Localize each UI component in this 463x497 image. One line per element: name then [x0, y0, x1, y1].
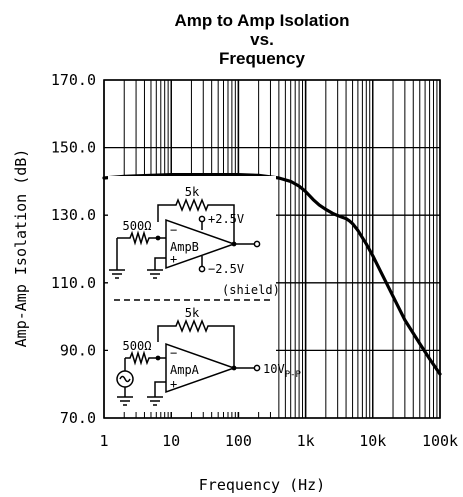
x-tick-label: 1: [99, 432, 108, 450]
chart-title: Amp to Amp Isolation vs. Frequency: [174, 11, 349, 68]
amp-a-output-sub: P-P: [285, 370, 302, 380]
amp-a-source-ground-icon: [117, 396, 133, 406]
title-line-2: vs.: [250, 30, 274, 49]
shield-label: (shield): [222, 283, 280, 297]
amp-b-circuit: [109, 197, 261, 279]
x-tick-label: 100k: [422, 432, 458, 450]
schematic: 5k 500Ω − + AmpB +2.5V −2.5V (shield) 5k: [108, 176, 302, 412]
amp-b-neg-supply-label: −2.5V: [208, 262, 244, 276]
amp-b-feedback-resistor: [157, 197, 235, 244]
amp-a-plus: +: [170, 377, 177, 391]
y-tick-label: 150.0: [51, 139, 96, 157]
amp-b-triangle: [165, 218, 237, 270]
y-tick-label: 90.0: [60, 341, 96, 359]
y-tick-label: 170.0: [51, 71, 96, 89]
amp-b-input-resistor: [117, 230, 166, 246]
amp-b-input-ground-icon: [109, 269, 125, 279]
amp-a-output-main: 10V: [263, 362, 285, 376]
x-tick-label: 10k: [359, 432, 386, 450]
amp-a-plus-ground-icon: [147, 396, 163, 406]
amp-b-neg-supply-terminal: [198, 265, 206, 273]
amp-b-output-terminal: [253, 240, 261, 248]
sine-wave-icon: [119, 375, 131, 383]
amp-b-label: AmpB: [170, 240, 199, 254]
amp-a-input-label: 500Ω: [123, 339, 152, 353]
amp-a-label: AmpA: [170, 363, 200, 377]
amp-a-feedback-node: [155, 355, 161, 361]
amp-b-output-node: [231, 241, 237, 247]
x-tick-label: 10: [162, 432, 180, 450]
plot-frame: [103, 79, 441, 419]
y-tick-label: 110.0: [51, 274, 96, 292]
amp-b-feedback-node: [155, 235, 161, 241]
title-line-3: Frequency: [219, 49, 306, 68]
series: [102, 173, 442, 376]
x-tick-label: 100: [225, 432, 252, 450]
y-tick-label: 70.0: [60, 409, 96, 427]
schematic-background: [108, 176, 276, 412]
amp-a-output-label: 10VP-P: [263, 362, 302, 380]
title-line-1: Amp to Amp Isolation: [174, 11, 349, 30]
amp-b-feedback-label: 5k: [185, 185, 200, 199]
amp-a-input-resistor: [125, 350, 166, 366]
amp-b-plus-wire: [154, 257, 166, 270]
amp-a-output-node: [231, 365, 237, 371]
amp-a-feedback-resistor: [157, 318, 235, 368]
amp-b-minus: −: [170, 223, 177, 237]
amp-b-input-label: 500Ω: [123, 219, 152, 233]
amp-b-pos-supply-label: +2.5V: [208, 212, 244, 226]
y-axis-label: Amp-Amp Isolation (dB): [12, 149, 30, 348]
amp-b-plus-ground-icon: [147, 269, 163, 279]
amp-a-output-terminal: [253, 364, 261, 372]
amp-a-feedback-label: 5k: [185, 306, 200, 320]
tick-labels: 170.0 150.0 130.0 110.0 90.0 70.01 10 100 1k 10k 1…: [51, 71, 458, 450]
amp-b-plus: +: [170, 252, 177, 266]
x-axis-label: Frequency (Hz): [199, 476, 325, 494]
amp-b-pos-supply-terminal: [198, 215, 206, 223]
x-tick-label: 1k: [297, 432, 315, 450]
series-line: [102, 173, 442, 376]
amp-a-circuit: [116, 318, 261, 406]
amp-a-plus-wire: [154, 381, 166, 397]
amp-a-triangle: [165, 342, 237, 394]
y-tick-label: 130.0: [51, 206, 96, 224]
amp-a-minus: −: [170, 346, 177, 360]
